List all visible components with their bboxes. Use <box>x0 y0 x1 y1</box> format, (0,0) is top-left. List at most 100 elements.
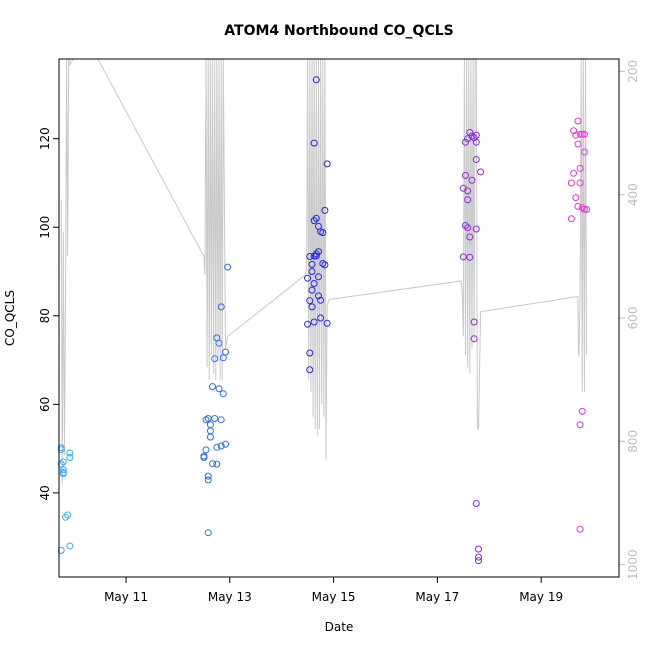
data-point <box>310 280 318 287</box>
data-point <box>578 130 586 138</box>
y-tick-label: 40 <box>38 485 52 500</box>
data-point <box>213 443 221 451</box>
data-point <box>576 179 584 187</box>
data-point <box>572 131 580 139</box>
data-point <box>459 253 467 261</box>
data-point <box>215 385 223 393</box>
y-tick-label: 60 <box>38 397 52 412</box>
data-point <box>59 458 67 466</box>
data-point <box>310 252 318 260</box>
data-point <box>217 442 225 450</box>
data-point <box>323 160 331 168</box>
data-point <box>310 217 318 225</box>
data-point <box>470 318 478 326</box>
data-point <box>315 273 322 281</box>
data-point <box>312 214 320 222</box>
data-point <box>209 460 216 468</box>
data-point <box>319 229 327 237</box>
data-point <box>204 472 212 480</box>
data-point <box>462 138 469 146</box>
data-point <box>315 248 322 256</box>
data-point <box>308 286 316 294</box>
data-point <box>468 176 476 184</box>
x-tick-label: May 11 <box>104 590 148 604</box>
y-tick-label: 100 <box>38 216 52 239</box>
data-point <box>204 529 212 537</box>
data-point <box>580 148 588 156</box>
right-axis-tick-label: 800 <box>626 430 640 453</box>
data-point <box>572 194 580 202</box>
data-point <box>472 138 480 146</box>
data-point <box>317 314 325 322</box>
data-point <box>576 164 584 172</box>
data-point <box>472 156 480 163</box>
data-point <box>574 202 582 210</box>
data-point <box>306 253 314 260</box>
data-point <box>224 263 232 271</box>
data-point <box>204 476 212 484</box>
data-point <box>475 557 482 565</box>
data-point <box>464 187 472 195</box>
data-point <box>64 511 72 519</box>
data-point <box>222 348 229 356</box>
data-point <box>306 297 314 305</box>
data-point <box>59 470 67 478</box>
data-point <box>576 421 584 429</box>
x-tick-label: May 13 <box>208 590 252 604</box>
data-point <box>574 140 582 148</box>
overlay-line-layer <box>60 58 588 485</box>
data-point <box>312 76 320 84</box>
data-point <box>472 131 480 139</box>
axes-layer: 40 60 80 100 120 May 11 May 13 May 15 May 17 May … <box>38 60 640 604</box>
data-point <box>209 383 216 391</box>
data-point <box>57 446 65 453</box>
data-point <box>59 466 67 474</box>
data-point <box>315 292 322 300</box>
data-point <box>583 206 591 213</box>
data-point <box>206 427 214 435</box>
data-point <box>472 225 480 233</box>
data-point <box>308 260 316 268</box>
data-point <box>312 250 320 258</box>
data-point <box>576 525 584 533</box>
data-point <box>567 179 575 187</box>
y-tick-label: 80 <box>38 308 52 323</box>
data-point <box>462 171 469 179</box>
data-point <box>213 460 221 468</box>
data-point <box>321 206 329 214</box>
data-point <box>304 274 312 282</box>
right-axis-tick-label: 200 <box>626 60 640 83</box>
data-point <box>306 349 314 357</box>
data-point <box>206 433 214 441</box>
data-point <box>468 132 476 140</box>
data-point <box>57 546 65 554</box>
data-point <box>464 196 472 204</box>
x-tick-label: May 15 <box>312 590 356 604</box>
chart-title: ATOM4 Northbound CO_QCLS <box>224 23 453 39</box>
data-point <box>464 224 472 232</box>
data-point <box>66 542 74 550</box>
data-point <box>321 261 329 269</box>
data-point <box>200 452 208 460</box>
data-point <box>323 319 331 327</box>
data-point <box>66 454 74 461</box>
x-axis-label: Date <box>325 620 354 634</box>
data-point <box>462 222 469 229</box>
data-point <box>310 139 318 147</box>
data-point <box>306 366 314 374</box>
data-point <box>206 421 214 429</box>
x-tick-label: May 19 <box>519 590 563 604</box>
data-point <box>312 252 320 260</box>
overlay-line <box>60 58 588 485</box>
data-point <box>470 335 478 343</box>
plot-frame <box>58 58 620 578</box>
data-point <box>222 440 229 448</box>
y-axis-label: CO_QCLS <box>3 290 17 346</box>
data-point <box>570 169 578 177</box>
data-point <box>466 253 474 261</box>
data-point <box>466 233 474 241</box>
data-point <box>217 416 225 424</box>
data-point <box>580 130 588 138</box>
data-point <box>62 513 69 521</box>
data-point <box>574 117 582 125</box>
